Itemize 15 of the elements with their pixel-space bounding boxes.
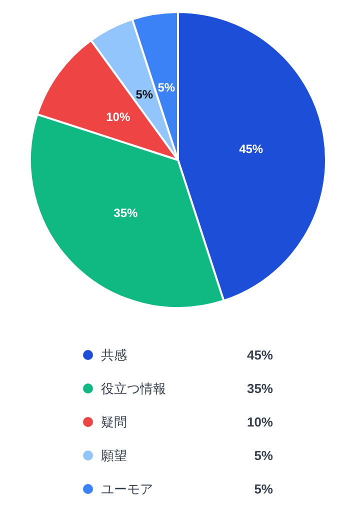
legend-label: 共感 <box>101 348 127 362</box>
text: 5% <box>254 482 273 496</box>
legend-label: 疑問 <box>101 414 127 430</box>
text: 5% <box>254 448 273 463</box>
data-label: 10% <box>106 110 130 124</box>
data-label: 45% <box>239 142 264 156</box>
text: 45% <box>246 348 273 362</box>
data-label: 5% <box>136 88 154 102</box>
legend-label: ユーモア <box>101 482 153 496</box>
text: 10% <box>246 414 273 430</box>
legend-label: 役立つ情報 <box>101 381 166 396</box>
legend-label: 願望 <box>101 448 127 463</box>
text: 35% <box>246 381 273 396</box>
data-label: 35% <box>114 206 138 220</box>
data-label: 5% <box>158 80 176 94</box>
